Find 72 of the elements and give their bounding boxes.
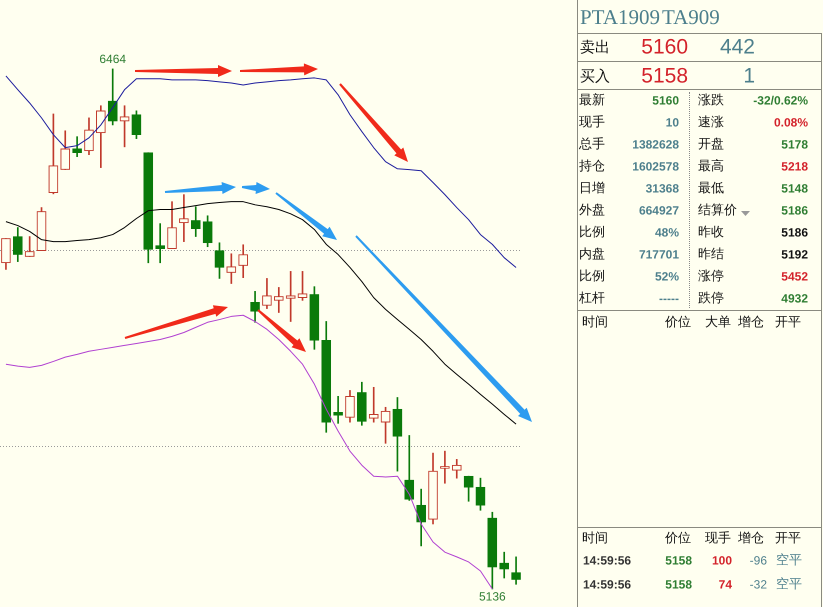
text: 74 [718,577,732,592]
text: 5158 [665,577,692,592]
text: 内盘 [579,246,605,262]
text: 开平 [775,314,801,330]
annotation: 5136 [478,589,506,604]
text: 4932 [781,291,808,306]
text: 涨跌 [698,92,724,108]
text: PTA1909 [580,5,660,30]
text: 外盘 [579,202,605,218]
text: ----- [659,291,679,306]
text: 1382628 [632,137,679,152]
text: 昨结 [698,246,724,262]
text: 5452 [781,269,808,284]
text: 结算价 [698,202,737,218]
text: 杠杆 [579,290,605,306]
text: 664927 [638,203,679,218]
text: 价位 [665,314,691,330]
text: 48% [654,225,679,240]
text: 增仓 [738,314,764,330]
text: 31368 [646,181,679,196]
text: 现手 [579,114,605,130]
text: 比例 [579,224,605,240]
text: 买入 [580,66,610,85]
text: 5192 [781,247,808,262]
text: 涨停 [698,268,724,284]
text: 大单 [705,314,731,330]
text: 卖出 [580,38,610,56]
text: 5186 [781,203,808,218]
text: -32/0.62% [753,93,808,108]
text: 5158 [665,553,692,568]
text: 5158 [641,64,688,88]
text: 5218 [781,159,808,174]
text: 现手 [705,530,731,546]
text: 5178 [781,137,808,152]
text: TA909 [662,5,720,30]
text: 昨收 [698,224,724,240]
text: 442 [720,35,755,59]
text: 空平 [776,552,802,568]
text: 开盘 [698,136,724,152]
text: 最新 [579,92,605,108]
text: 14:59:56 [583,553,632,568]
text: 5148 [781,181,808,196]
text: 时间 [582,314,608,330]
text: 5160 [641,35,688,59]
text: -32 [750,577,767,592]
text: 跌停 [698,290,724,306]
text: 总手 [579,136,605,152]
text: 速涨 [698,114,724,130]
text: 开平 [775,530,801,546]
text: 717701 [638,247,679,262]
text: 5186 [781,225,808,240]
text: 增仓 [738,530,764,546]
text: 5160 [652,93,679,108]
candlestick [298,271,308,301]
candlestick [120,105,130,148]
text: 14:59:56 [583,577,632,592]
text: 最低 [698,180,724,196]
text: 0.08% [774,115,808,130]
text: 52% [654,269,679,284]
text: 日增 [579,180,605,196]
text: 比例 [579,268,605,284]
text: 空平 [776,576,802,592]
text: 1602578 [632,159,679,174]
text: 最高 [698,158,724,174]
text: 10 [666,115,679,130]
text: 1 [743,64,755,88]
text: 100 [712,553,732,568]
annotation: 6464 [99,52,126,66]
text: 持仓 [579,158,605,174]
text: -96 [750,553,767,568]
text: 价位 [665,530,691,546]
text: 时间 [582,530,608,546]
